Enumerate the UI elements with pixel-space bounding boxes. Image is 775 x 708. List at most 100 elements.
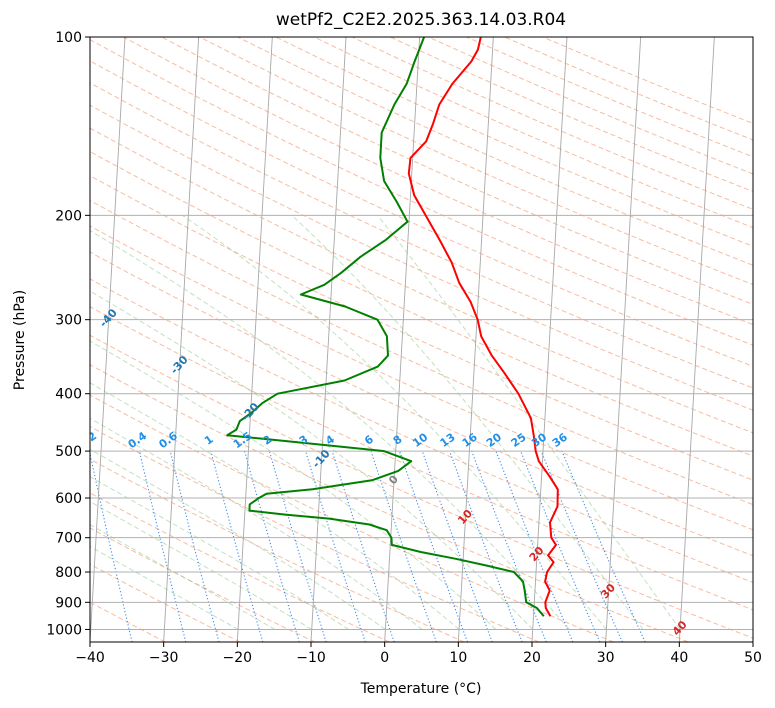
isotherm-line bbox=[457, 37, 494, 642]
isotherm-label: 0 bbox=[386, 472, 401, 487]
data-series bbox=[226, 37, 559, 617]
mixing-ratio-label: 36 bbox=[550, 430, 570, 450]
moist-adiabat bbox=[90, 545, 239, 630]
mixing-ratio-line bbox=[90, 451, 133, 642]
dry-adiabat bbox=[90, 492, 390, 642]
y-tick-label: 200 bbox=[55, 208, 82, 224]
isotherm-label: -40 bbox=[97, 306, 120, 330]
mixing-ratio-label: 0.4 bbox=[126, 429, 150, 451]
dry-adiabat bbox=[199, 37, 753, 286]
dewpoint-profile-line bbox=[226, 37, 545, 617]
dry-adiabat bbox=[90, 225, 753, 531]
moist-adiabat bbox=[377, 214, 681, 630]
dry-adiabat bbox=[90, 127, 753, 434]
mixing-ratio-label: 30 bbox=[529, 430, 549, 450]
dry-adiabat bbox=[90, 199, 753, 506]
mixing-ratio-line bbox=[449, 450, 523, 642]
dry-adiabat bbox=[90, 563, 241, 642]
y-tick-label: 100 bbox=[55, 30, 82, 46]
mixing-ratio-label: 25 bbox=[509, 431, 529, 450]
y-tick-label: 1000 bbox=[46, 622, 82, 638]
isotherm-line bbox=[310, 37, 347, 642]
isotherm-label: 40 bbox=[670, 618, 690, 638]
mixing-ratio-line bbox=[244, 450, 300, 642]
mixing-ratio-line bbox=[540, 450, 623, 642]
mixing-ratio-label: 0.2 bbox=[76, 429, 99, 451]
chart-title: wetPf2_C2E2.2025.363.14.03.R04 bbox=[276, 10, 566, 30]
dry-adiabat bbox=[90, 251, 753, 557]
y-tick-label: 500 bbox=[55, 444, 82, 460]
y-tick-label: 400 bbox=[55, 387, 82, 403]
dry-adiabat bbox=[90, 175, 753, 481]
y-tick-label: 300 bbox=[55, 313, 82, 329]
dry-adiabat bbox=[90, 150, 753, 457]
y-tick-label: 900 bbox=[55, 595, 82, 611]
y-tick-label: 700 bbox=[55, 531, 82, 547]
dry-adiabat bbox=[237, 37, 753, 266]
dry-adiabat bbox=[90, 426, 539, 642]
moist-adiabat bbox=[90, 524, 276, 630]
x-tick-label: −40 bbox=[75, 650, 105, 666]
moist-adiabat bbox=[90, 448, 386, 630]
y-tick-label: 600 bbox=[55, 491, 82, 507]
x-tick-label: −30 bbox=[149, 650, 179, 666]
mixing-ratio-label: 1 bbox=[202, 433, 216, 448]
x-tick-label: −10 bbox=[296, 650, 326, 666]
y-axis-label: Pressure (hPa) bbox=[12, 290, 28, 390]
dry-adiabat bbox=[90, 394, 614, 642]
isotherm-line bbox=[678, 37, 715, 642]
temperature-profile-line bbox=[407, 37, 559, 617]
dry-adiabat bbox=[90, 60, 753, 367]
isotherm-label: -50 bbox=[26, 259, 49, 283]
moist-adiabat bbox=[90, 290, 534, 630]
dry-adiabat bbox=[161, 37, 753, 305]
x-tick-label: 20 bbox=[523, 650, 541, 666]
isotherm-line bbox=[752, 634, 753, 642]
x-axis-label: Temperature (°C) bbox=[360, 681, 482, 697]
isotherm-label: 30 bbox=[598, 581, 618, 601]
isotherm-label: -10 bbox=[310, 447, 333, 471]
line-labels: -100-90-80-70-60-50-40-30-20-10010203040… bbox=[26, 259, 690, 638]
mixing-ratio-line bbox=[210, 450, 264, 642]
isotherm-line bbox=[236, 37, 273, 642]
x-tick-label: −20 bbox=[223, 650, 253, 666]
mixing-ratio-line bbox=[370, 450, 437, 642]
isotherm-line bbox=[90, 37, 126, 642]
mixing-ratio-label: 20 bbox=[484, 430, 504, 450]
mixing-ratio-line bbox=[268, 450, 327, 642]
mixing-ratio-line bbox=[138, 450, 187, 642]
mixing-ratio-line bbox=[421, 450, 493, 642]
dry-adiabat bbox=[123, 37, 753, 326]
x-tick-label: 0 bbox=[380, 650, 389, 666]
mixing-ratio-label: 13 bbox=[438, 431, 458, 450]
isotherm-label: 20 bbox=[527, 544, 547, 564]
dry-adiabat bbox=[90, 82, 753, 389]
mixing-ratio-label: 1.5 bbox=[231, 429, 254, 451]
isotherm-line bbox=[163, 37, 200, 642]
plot-frame bbox=[89, 36, 754, 643]
y-tick-label: 800 bbox=[55, 565, 82, 581]
x-tick-label: 10 bbox=[449, 650, 467, 666]
dry-adiabat bbox=[90, 458, 465, 642]
mixing-ratio-label: 16 bbox=[460, 430, 480, 450]
x-tick-label: 30 bbox=[597, 650, 615, 666]
dry-adiabat bbox=[90, 39, 753, 346]
mixing-ratio-line bbox=[169, 450, 220, 642]
moist-adiabat bbox=[291, 214, 644, 630]
dry-adiabat bbox=[542, 37, 753, 124]
isotherm-line bbox=[605, 37, 642, 642]
moist-adiabat bbox=[90, 501, 312, 630]
mixing-ratio-label: 8 bbox=[391, 433, 405, 448]
isotherm-line bbox=[384, 37, 421, 642]
background-lines bbox=[90, 37, 753, 642]
mixing-ratio-line bbox=[331, 450, 395, 642]
dry-adiabat bbox=[90, 364, 689, 642]
mixing-ratio-label: 0.1 bbox=[29, 429, 52, 451]
x-tick-label: 50 bbox=[744, 650, 762, 666]
dry-adiabat bbox=[466, 37, 753, 158]
mixing-ratio-line bbox=[520, 450, 601, 642]
dry-adiabat bbox=[90, 306, 753, 611]
mixing-ratio-label: 3 bbox=[297, 433, 311, 448]
dry-adiabat bbox=[90, 334, 753, 639]
